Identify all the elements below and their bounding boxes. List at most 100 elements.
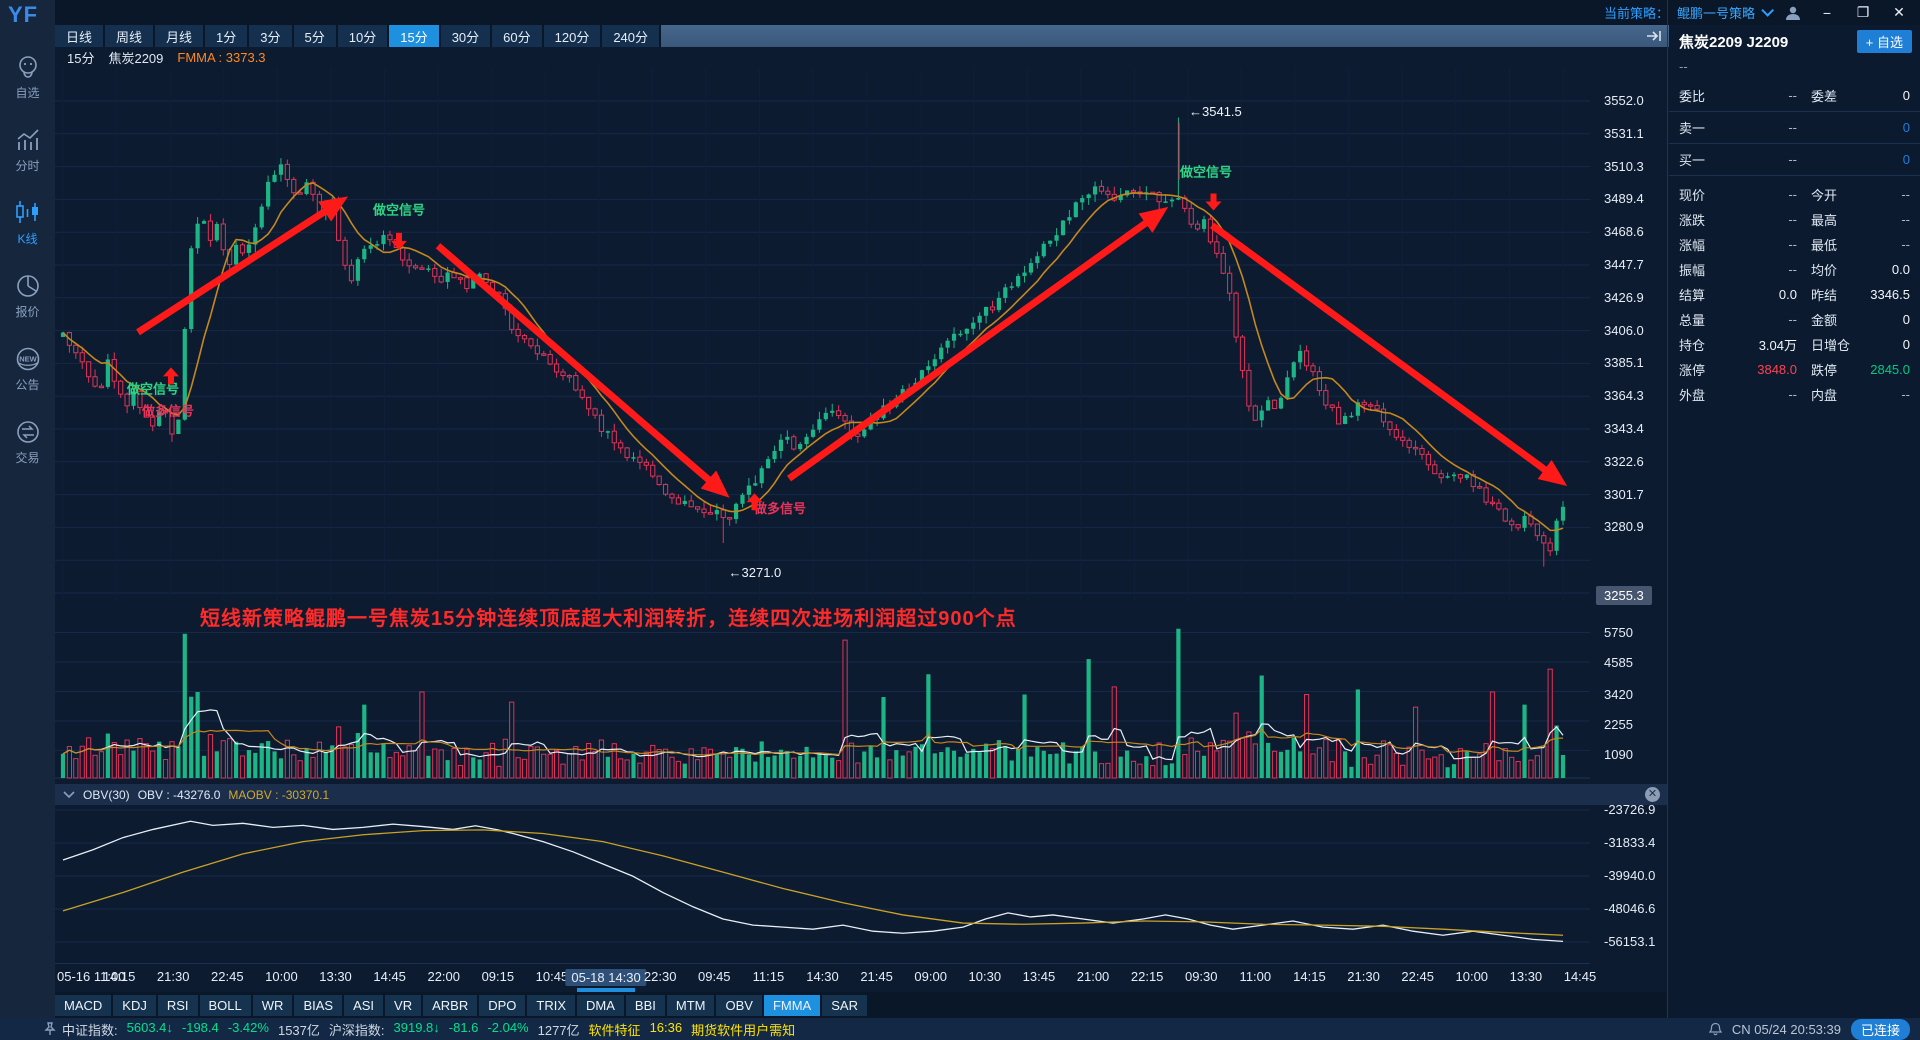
signal-label: 做空信号: [1179, 165, 1232, 180]
quote-row: 涨跌 -- 最高 --: [1669, 207, 1920, 232]
add-watchlist-button[interactable]: + 自选: [1856, 30, 1912, 53]
volume-chart[interactable]: [55, 600, 1590, 780]
signal-label: 做空信号: [372, 202, 425, 217]
indicator-tab-ASI[interactable]: ASI: [344, 995, 384, 1016]
time-label: 22:30: [643, 969, 677, 984]
sidebar-item-分时[interactable]: 分时: [0, 127, 55, 174]
timeframe-tab-120分[interactable]: 120分: [543, 25, 601, 47]
restore-button[interactable]: ❐: [1856, 4, 1870, 20]
indicator-tab-RSI[interactable]: RSI: [157, 995, 198, 1016]
indicator-tab-OBV[interactable]: OBV: [716, 995, 762, 1016]
indicator-tab-KDJ[interactable]: KDJ: [113, 995, 156, 1016]
indicator-tab-WR[interactable]: WR: [252, 995, 293, 1016]
time-axis: 05-16 11:00 14:15 21:30 22:45 10:00 13:30 14:4…: [55, 963, 1596, 992]
timeframe-tab-1分[interactable]: 1分: [205, 25, 248, 47]
quote-label: 振幅: [1679, 263, 1706, 278]
indicator-tab-VR[interactable]: VR: [385, 995, 422, 1016]
connection-status-badge[interactable]: 已连接: [1850, 1018, 1910, 1040]
sidebar-item-报价[interactable]: 报价: [0, 273, 55, 320]
weibi-value: --: [1788, 88, 1797, 103]
indicator-tab-ARBR[interactable]: ARBR: [423, 995, 478, 1016]
status-right: CN 05/24 20:53:39 已连接: [1708, 1018, 1910, 1040]
strategy-dropdown[interactable]: 鲲鹏一号策略: [1673, 3, 1774, 22]
sidebar-item-自选[interactable]: 自选: [0, 54, 55, 101]
price-annotation: ←3541.5: [1189, 104, 1242, 119]
sidebar-item-K线[interactable]: K线: [0, 200, 55, 247]
indicator-tab-DMA[interactable]: DMA: [577, 995, 624, 1016]
obv-line-chart[interactable]: [55, 805, 1590, 958]
quote-row: 外盘 -- 内盘 --: [1669, 382, 1920, 407]
price-tick-label: 3489.4: [1604, 191, 1644, 207]
trend-arrow: [1209, 222, 1568, 487]
quote-row: 持仓 3.04万 日增仓 0: [1669, 332, 1920, 357]
close-button[interactable]: ✕: [1893, 4, 1905, 20]
quote-value: 0: [1902, 337, 1910, 352]
indicator-tab-SAR[interactable]: SAR: [822, 995, 867, 1016]
timeframe-tab-240分[interactable]: 240分: [602, 25, 660, 47]
quote-row: 振幅 -- 均价 0.0: [1669, 257, 1920, 282]
collapse-panel-icon[interactable]: [1646, 30, 1662, 42]
signal-arrow-icon: [1205, 193, 1222, 211]
last-price-box: 3255.3: [1596, 586, 1652, 605]
time-label: 14:15: [102, 969, 136, 984]
indicator-tab-BOLL[interactable]: BOLL: [199, 995, 251, 1016]
bid-row-label: 买一: [1679, 153, 1706, 168]
clock-label: CN 05/24 20:53:39: [1731, 1021, 1841, 1037]
kline-icon: [0, 200, 55, 230]
chart-header: 15分 焦炭2209 FMMA : 3373.3: [67, 47, 266, 67]
indicator-tab-BIAS[interactable]: BIAS: [294, 995, 343, 1016]
close-icon[interactable]: ✕: [1645, 787, 1660, 802]
time-label[interactable]: 05-18 14:30: [565, 969, 647, 986]
price-tick-label: 3447.7: [1604, 257, 1644, 272]
indicator-tab-MACD[interactable]: MACD: [55, 995, 112, 1016]
bell-icon[interactable]: [1708, 1022, 1722, 1036]
indicator-tab-MTM[interactable]: MTM: [666, 995, 715, 1016]
chart-period-label: 15分: [67, 50, 95, 66]
quote-value: 3.04万: [1758, 338, 1797, 353]
timeframe-tab-15分[interactable]: 15分: [389, 25, 439, 47]
obv-tick-label: -48046.6: [1604, 901, 1656, 916]
quote-label: 外盘: [1679, 388, 1706, 403]
timeframe-tab-周线[interactable]: 周线: [105, 25, 154, 47]
status-segment: 期货软件用户需知: [691, 1022, 796, 1038]
chart-symbol-label: 焦炭2209: [108, 50, 164, 66]
collapse-chevron-icon[interactable]: [63, 790, 75, 799]
timeframe-tab-3分[interactable]: 3分: [249, 25, 292, 47]
quote-label: 今开: [1811, 188, 1838, 203]
indicator-tab-FMMA[interactable]: FMMA: [763, 995, 821, 1016]
sidebar-item-label: 报价: [15, 305, 40, 319]
pin-icon[interactable]: [44, 1022, 56, 1036]
user-icon[interactable]: [1784, 5, 1802, 21]
indicator-tab-TRIX[interactable]: TRIX: [527, 995, 576, 1016]
status-segment: 软件特征: [588, 1022, 641, 1038]
quote-label: 金额: [1811, 313, 1838, 328]
quote-value: --: [1788, 212, 1797, 227]
timeframe-tab-30分[interactable]: 30分: [440, 25, 491, 47]
sidebar-item-公告[interactable]: NEW 公告: [0, 346, 55, 393]
timeframe-tab-10分[interactable]: 10分: [337, 25, 388, 47]
indicator-tab-BBI[interactable]: BBI: [625, 995, 665, 1016]
time-label: 11:15: [752, 969, 785, 984]
time-label: 14:30: [806, 969, 839, 984]
svg-text:NEW: NEW: [19, 355, 37, 364]
sidebar-item-交易[interactable]: 交易: [0, 419, 55, 466]
quote-value: --: [1901, 212, 1910, 227]
quote-label: 结算: [1679, 288, 1706, 303]
timeframe-tab-月线[interactable]: 月线: [155, 25, 204, 47]
quote-value: 0: [1902, 312, 1910, 327]
timeframe-tabs: 日线 周线 月线 1分 3分 5分 10分 15分 30分 60分 120分 240分: [55, 25, 661, 47]
bid-row[interactable]: 买一 -- 0: [1669, 144, 1920, 176]
timeframe-tab-60分[interactable]: 60分: [492, 25, 542, 47]
indicator-tab-DPO[interactable]: DPO: [479, 995, 526, 1016]
current-strategy-value: 鲲鹏一号策略: [1676, 6, 1755, 21]
ask-row[interactable]: 卖一 -- 0: [1669, 112, 1920, 144]
minimize-button[interactable]: −: [1822, 4, 1832, 21]
tabbar-spacer: [661, 25, 1670, 47]
timeframe-tab-5分[interactable]: 5分: [293, 25, 336, 47]
quote-row: 总量 -- 金额 0: [1669, 307, 1920, 332]
fmma-value-label: FMMA : 3373.3: [177, 49, 266, 65]
main-candlestick-chart[interactable]: 做空信号 做多信号 做空信号 做多信号 做空信号 ←3541.5 ←3271.0: [55, 68, 1590, 600]
timeframe-tab-日线[interactable]: 日线: [55, 25, 104, 47]
price-tick-label: 3552.0: [1604, 93, 1644, 108]
time-label: 10:00: [1455, 969, 1489, 984]
